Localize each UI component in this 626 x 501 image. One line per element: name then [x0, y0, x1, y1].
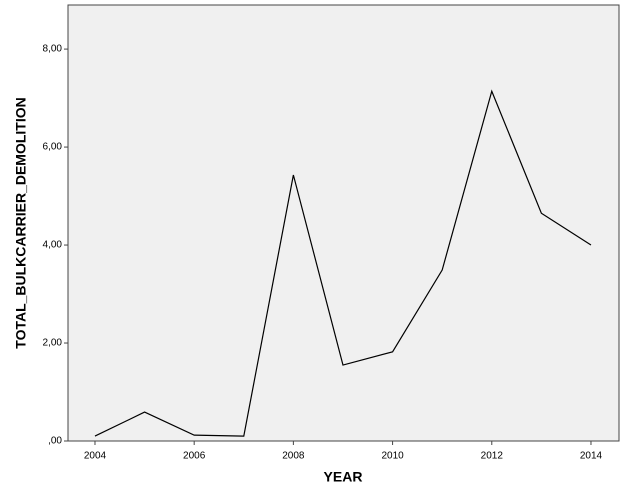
x-axis-title: YEAR — [324, 469, 363, 485]
y-tick-label: 2,00 — [43, 338, 63, 349]
x-tick-label: 2008 — [282, 451, 305, 462]
x-tick-label: 2010 — [381, 451, 404, 462]
x-tick-label: 2012 — [481, 451, 504, 462]
y-tick-label: 8,00 — [43, 44, 63, 55]
x-tick-label: 2004 — [84, 451, 107, 462]
x-tick-label: 2006 — [183, 451, 206, 462]
y-tick-label: 6,00 — [43, 142, 63, 153]
y-tick-label: 4,00 — [43, 240, 63, 251]
line — [94, 89, 592, 437]
x-tick-label: 2014 — [580, 451, 603, 462]
plot-area — [67, 4, 620, 442]
y-axis-title: TOTAL_BULKCARRIER_DEMOLITION — [13, 97, 29, 348]
y-tick-label: ,00 — [48, 436, 62, 447]
